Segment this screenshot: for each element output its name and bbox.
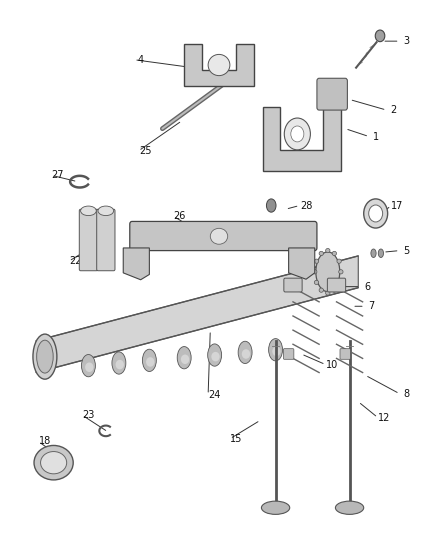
Ellipse shape (316, 252, 340, 292)
FancyBboxPatch shape (317, 78, 347, 110)
Text: 18: 18 (39, 437, 51, 447)
Ellipse shape (41, 451, 67, 474)
Ellipse shape (208, 344, 222, 366)
Text: 2: 2 (390, 105, 396, 115)
FancyBboxPatch shape (327, 278, 346, 292)
Ellipse shape (116, 360, 124, 369)
Ellipse shape (364, 199, 388, 228)
Text: 5: 5 (403, 246, 409, 256)
Ellipse shape (85, 362, 93, 372)
Ellipse shape (313, 270, 317, 274)
Ellipse shape (332, 288, 336, 292)
Ellipse shape (238, 341, 252, 364)
FancyBboxPatch shape (79, 209, 98, 271)
Ellipse shape (98, 206, 114, 216)
Text: 25: 25 (139, 146, 151, 156)
Ellipse shape (146, 357, 155, 367)
Ellipse shape (242, 349, 250, 359)
Ellipse shape (325, 248, 330, 253)
Polygon shape (184, 44, 254, 86)
Text: 24: 24 (208, 390, 221, 400)
Ellipse shape (272, 346, 281, 356)
Ellipse shape (336, 501, 364, 514)
Text: 6: 6 (364, 281, 370, 292)
Ellipse shape (81, 206, 96, 216)
Text: 12: 12 (378, 413, 391, 423)
Ellipse shape (81, 354, 95, 377)
Ellipse shape (212, 352, 220, 361)
Ellipse shape (268, 338, 283, 361)
Text: 28: 28 (300, 200, 312, 211)
Ellipse shape (319, 288, 323, 292)
Ellipse shape (112, 352, 126, 374)
Ellipse shape (337, 280, 341, 285)
Ellipse shape (261, 501, 290, 514)
Text: 1: 1 (373, 132, 379, 142)
Polygon shape (262, 97, 341, 171)
Text: 7: 7 (368, 301, 374, 311)
Ellipse shape (210, 228, 228, 244)
Ellipse shape (266, 199, 276, 212)
Text: 23: 23 (82, 410, 95, 420)
Ellipse shape (371, 249, 376, 257)
Ellipse shape (332, 252, 336, 255)
Ellipse shape (369, 205, 383, 222)
Ellipse shape (34, 446, 73, 480)
Polygon shape (289, 248, 315, 279)
Ellipse shape (37, 340, 53, 373)
Ellipse shape (33, 334, 57, 379)
Text: 17: 17 (391, 200, 404, 211)
Text: 15: 15 (230, 434, 243, 444)
Text: 10: 10 (326, 360, 338, 369)
Ellipse shape (284, 118, 311, 150)
Ellipse shape (177, 346, 191, 369)
Ellipse shape (339, 270, 343, 274)
Ellipse shape (181, 354, 189, 364)
Text: 27: 27 (52, 171, 64, 180)
Ellipse shape (378, 249, 384, 257)
Ellipse shape (375, 30, 385, 42)
FancyBboxPatch shape (97, 209, 115, 271)
Ellipse shape (208, 54, 230, 76)
Ellipse shape (314, 280, 319, 285)
Polygon shape (36, 256, 358, 373)
FancyBboxPatch shape (284, 278, 302, 292)
Polygon shape (123, 248, 149, 280)
FancyBboxPatch shape (283, 349, 294, 359)
Text: 8: 8 (403, 389, 409, 399)
FancyBboxPatch shape (130, 221, 317, 251)
Ellipse shape (142, 349, 156, 372)
Text: 3: 3 (403, 36, 409, 46)
Ellipse shape (314, 259, 319, 263)
Ellipse shape (291, 126, 304, 142)
Text: 22: 22 (69, 256, 81, 266)
Text: 26: 26 (173, 211, 186, 221)
Ellipse shape (337, 259, 341, 263)
Ellipse shape (325, 291, 330, 295)
Ellipse shape (319, 252, 323, 255)
Text: 4: 4 (138, 55, 144, 64)
FancyBboxPatch shape (340, 349, 350, 359)
